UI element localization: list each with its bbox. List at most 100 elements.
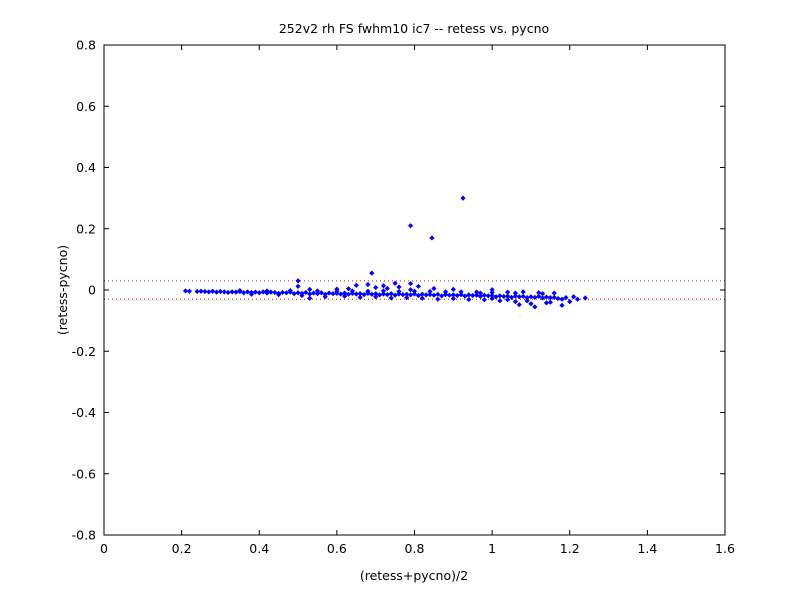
data-point: [470, 292, 476, 299]
data-point: [369, 291, 375, 297]
data-point: [241, 290, 247, 296]
data-point: [536, 293, 542, 300]
data-point: [202, 288, 208, 295]
data-point: [303, 289, 309, 296]
data-point: [307, 295, 313, 301]
data-point: [489, 292, 495, 299]
y-tick-label: 0.2: [76, 221, 96, 236]
data-point: [295, 278, 301, 284]
data-point: [450, 292, 456, 298]
data-point: [198, 288, 204, 294]
data-point: [462, 293, 468, 299]
x-tick-label: 0.2: [172, 541, 192, 556]
data-point: [532, 294, 538, 300]
data-point: [342, 290, 348, 296]
data-point: [380, 291, 387, 297]
data-point: [404, 291, 410, 297]
data-point: [318, 290, 324, 296]
data-point: [287, 288, 293, 294]
data-point: [582, 295, 588, 301]
data-point: [342, 293, 348, 299]
data-point: [489, 289, 495, 296]
data-point: [508, 294, 515, 300]
data-point: [427, 288, 433, 295]
data-point: [501, 293, 507, 300]
data-point: [547, 295, 553, 301]
data-point: [512, 293, 519, 299]
data-point: [353, 282, 359, 289]
data-point: [326, 290, 332, 296]
data-point: [369, 270, 375, 276]
data-point: [474, 292, 480, 298]
data-point: [505, 293, 511, 299]
data-point: [415, 292, 421, 299]
data-point: [396, 284, 402, 290]
data-point: [392, 292, 398, 298]
y-axis-ticks: -0.8 -0.6 -0.4 -0.2 0 0.2 0.4 0.6 0.8: [72, 38, 725, 543]
data-point: [252, 289, 258, 295]
data-point: [435, 296, 441, 302]
data-point: [415, 283, 421, 289]
data-point: [373, 294, 379, 300]
data-point: [454, 292, 460, 299]
data-point: [357, 294, 363, 300]
y-tick-label: -0.4: [72, 405, 96, 420]
data-point: [559, 302, 565, 308]
data-point: [408, 287, 414, 293]
data-point: [206, 289, 212, 295]
y-axis-label: (retess-pycno): [55, 245, 70, 335]
data-point: [543, 300, 550, 306]
data-point: [361, 291, 367, 298]
data-point: [408, 280, 414, 287]
x-tick-label: 1: [488, 541, 496, 556]
data-point: [384, 291, 390, 298]
data-point: [221, 289, 227, 295]
data-point: [477, 293, 484, 300]
data-point: [543, 294, 550, 300]
data-point: [396, 288, 402, 295]
data-point: [442, 289, 449, 295]
x-axis-ticks: 0 0.2 0.4 0.6 0.8 1 1.2 1.4 1.6: [100, 45, 735, 556]
data-point: [559, 296, 565, 302]
data-point: [458, 291, 464, 298]
chart-title: 252v2 rh FS fwhm10 ic7 -- retess vs. pyc…: [279, 21, 549, 36]
x-tick-label: 0: [100, 541, 108, 556]
x-tick-label: 1.2: [560, 541, 580, 556]
data-point: [307, 291, 313, 297]
data-point: [481, 292, 487, 298]
x-tick-label: 1.4: [637, 541, 657, 556]
data-point: [237, 288, 243, 294]
data-point: [539, 291, 546, 297]
data-point: [524, 295, 530, 301]
data-point: [388, 291, 394, 297]
data-point: [365, 288, 371, 294]
data-point: [182, 288, 189, 294]
data-point: [186, 288, 192, 294]
data-point: [574, 296, 581, 302]
data-point: [435, 291, 441, 297]
data-point: [380, 283, 387, 289]
data-point: [260, 289, 266, 295]
data-point: [460, 195, 466, 201]
data-point: [419, 291, 425, 297]
data-point: [264, 288, 270, 294]
data-point: [520, 289, 526, 295]
data-point: [505, 289, 511, 295]
data-point: [520, 293, 526, 300]
data-point: [404, 295, 410, 301]
y-tick-label: -0.8: [72, 528, 96, 543]
data-point: [551, 290, 557, 296]
data-point: [248, 291, 255, 297]
x-tick-label: 0.8: [405, 541, 425, 556]
data-point: [551, 294, 557, 300]
data-point: [458, 289, 464, 295]
data-point: [373, 284, 379, 291]
data-point: [225, 289, 231, 296]
data-point: [314, 291, 321, 297]
data-point: [322, 294, 328, 300]
data-point: [408, 223, 414, 229]
data-point: [400, 291, 406, 298]
data-point: [268, 289, 274, 295]
data-point: [380, 288, 387, 294]
data-point: [229, 289, 235, 295]
